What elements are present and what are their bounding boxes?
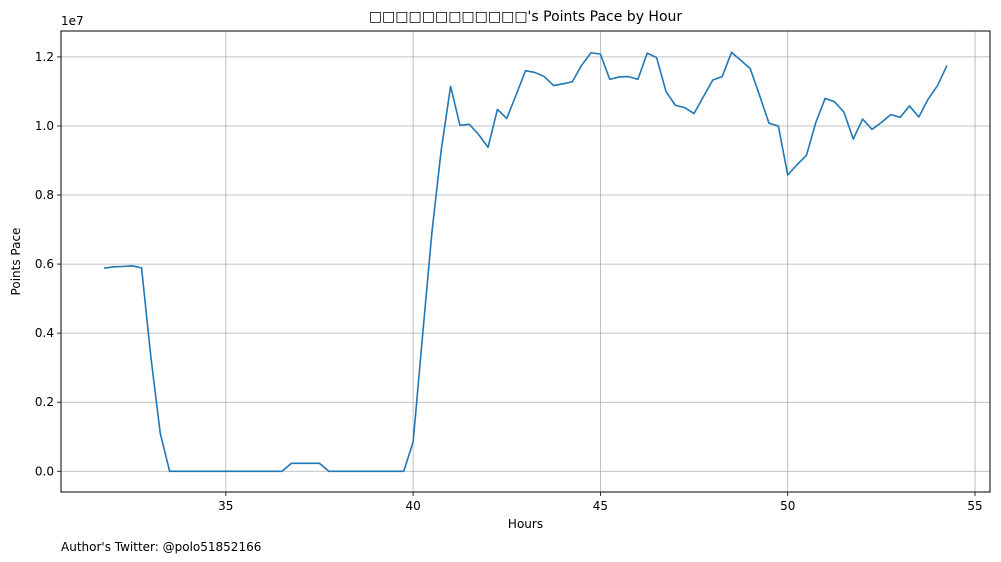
y-tick-label: 0.0 bbox=[35, 464, 54, 478]
x-tick-label: 40 bbox=[405, 499, 420, 513]
y-tick-label: 0.8 bbox=[35, 188, 54, 202]
series-line-layer bbox=[103, 51, 948, 473]
x-tick-label: 45 bbox=[593, 499, 608, 513]
y-tick-label: 0.2 bbox=[35, 395, 54, 409]
y-axis-label: Points Pace bbox=[9, 228, 23, 296]
y-tick-label: 0.6 bbox=[35, 257, 54, 271]
x-tick-label: 55 bbox=[967, 499, 982, 513]
x-axis-label: Hours bbox=[508, 517, 543, 531]
x-tick-label: 50 bbox=[780, 499, 795, 513]
y-tick-label: 1.0 bbox=[35, 119, 54, 133]
plot-area-frame bbox=[60, 30, 991, 493]
series-line bbox=[103, 51, 948, 473]
ticks: 35 40 45 50 55 0.0 0.2 0.4 0.6 0.8 1.0 1.2 bbox=[35, 50, 983, 513]
chart-title: □□□□□□□□□□□□'s Points Pace by Hour bbox=[369, 9, 683, 25]
x-tick-label: 35 bbox=[218, 499, 233, 513]
y-axis-multiplier: 1e7 bbox=[61, 14, 84, 28]
author-credit: Author's Twitter: @polo51852166 bbox=[61, 540, 261, 554]
y-tick-label: 1.2 bbox=[35, 50, 54, 64]
y-tick-label: 0.4 bbox=[35, 326, 54, 340]
